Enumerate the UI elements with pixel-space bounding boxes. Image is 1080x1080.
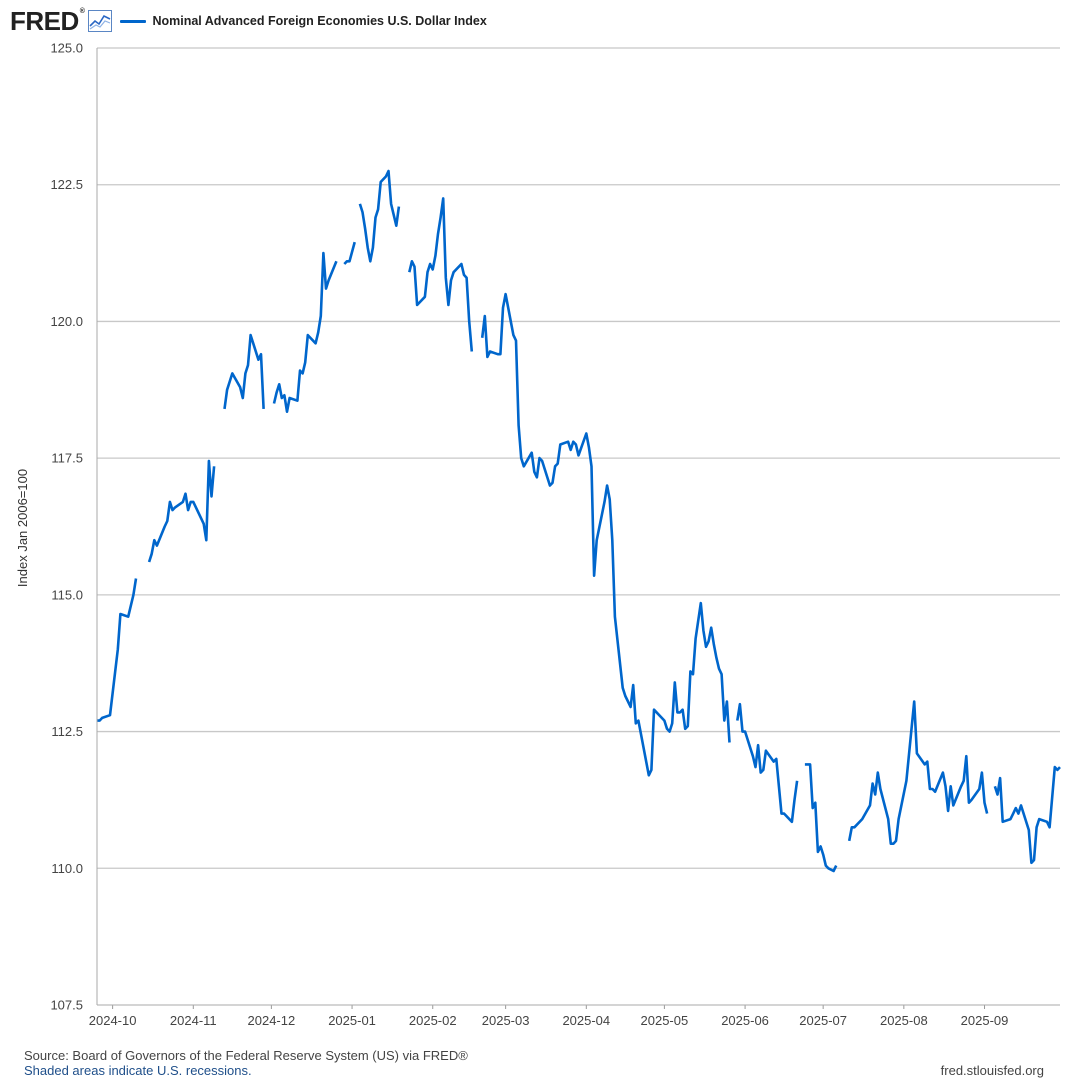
x-tick-label: 2025-09 [961, 1013, 1009, 1028]
source-note: Source: Board of Governors of the Federa… [24, 1048, 468, 1063]
series-line-segment [480, 292, 731, 777]
y-tick-label: 110.0 [51, 861, 83, 876]
series-line-segment [993, 765, 1061, 865]
series-line-segment [736, 702, 799, 824]
recession-note: Shaded areas indicate U.S. recessions. [24, 1063, 252, 1078]
series-line-segment [147, 459, 216, 563]
y-tick-label: 125.0 [50, 41, 83, 56]
y-tick-label: 122.5 [50, 177, 83, 192]
site-link[interactable]: fred.stlouisfed.org [940, 1063, 1044, 1078]
y-axis-tick-labels: 107.5 110.0 112.5 115.0 117.5 120.0 122.5 125.0 [50, 41, 83, 1013]
fred-logo[interactable]: FRED® [10, 6, 85, 36]
y-tick-label: 120.0 [50, 314, 83, 329]
series-line-segment [408, 197, 474, 352]
x-tick-label: 2024-10 [89, 1013, 137, 1028]
x-tick-label: 2024-11 [170, 1013, 217, 1028]
series-line-segment [272, 251, 338, 414]
series-line-segment [223, 333, 265, 410]
x-tick-label: 2025-08 [880, 1013, 928, 1028]
legend-series-label: Nominal Advanced Foreign Economies U.S. … [152, 14, 487, 28]
x-tick-label: 2025-07 [799, 1013, 847, 1028]
x-tick-label: 2025-01 [328, 1013, 376, 1028]
series-line-segment [343, 241, 356, 265]
series-line-segment [804, 763, 838, 873]
chart-legend: Nominal Advanced Foreign Economies U.S. … [120, 14, 487, 28]
chart-header: FRED® Nominal Advanced Foreign Economies… [10, 6, 487, 36]
fred-logo-text: FRED [10, 6, 79, 36]
x-tick-label: 2024-12 [248, 1013, 296, 1028]
x-tick-label: 2025-06 [721, 1013, 769, 1028]
registered-mark: ® [79, 8, 85, 15]
y-tick-label: 115.0 [51, 587, 83, 602]
series-line-segment [97, 578, 138, 722]
legend-swatch [120, 19, 147, 23]
series-lines [97, 169, 1061, 873]
y-tick-label: 107.5 [50, 998, 83, 1013]
y-axis-title: Index Jan 2006=100 [15, 469, 30, 587]
y-tick-label: 112.5 [51, 724, 83, 739]
series-line-segment [358, 169, 401, 263]
gridlines [97, 47, 1060, 869]
x-tick-label: 2025-04 [562, 1013, 610, 1028]
x-tick-label: 2025-05 [641, 1013, 689, 1028]
x-tick-label: 2025-03 [482, 1013, 530, 1028]
x-tick-label: 2025-02 [409, 1013, 457, 1028]
series-line-segment [847, 700, 989, 846]
x-axis-tick-labels: 2024-10 2024-11 2024-12 2025-01 2025-02 2025-… [89, 1005, 1009, 1028]
line-graph-icon [88, 10, 113, 32]
y-tick-label: 117.5 [51, 451, 83, 466]
chart-footer: Source: Board of Governors of the Federa… [24, 1048, 468, 1078]
